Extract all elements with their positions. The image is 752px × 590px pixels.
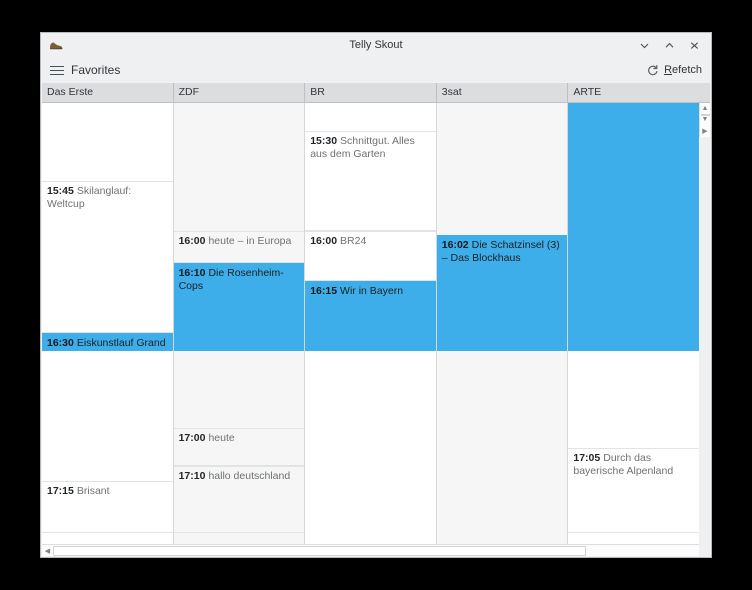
menu-button-label: Favorites (71, 63, 121, 77)
channel-header-br[interactable]: BR (305, 83, 437, 102)
program-time: 17:05 (573, 452, 601, 464)
horizontal-scrollbar[interactable]: ◀ (42, 544, 699, 556)
program-time: 15:45 (47, 185, 74, 197)
application-window: Telly Skout Favorites (40, 32, 712, 558)
scroll-header-spacer (699, 83, 710, 103)
maximize-icon[interactable] (662, 38, 676, 52)
program-title: hallo deutschland (208, 470, 291, 482)
refetch-mnemonic: R (664, 64, 673, 76)
horizontal-scroll-track[interactable] (53, 545, 699, 557)
channel-header-zdf[interactable]: ZDF (174, 83, 306, 102)
program-guide: Das Erste ZDF BR 3sat ARTE 15:45 Skilangl… (42, 83, 710, 556)
program-title: heute (208, 432, 235, 444)
window-title: Telly Skout (349, 39, 403, 51)
program-time: 16:10 (178, 267, 206, 279)
program-item[interactable]: 16:00 BR24 (305, 231, 436, 281)
program-time: 16:00 (178, 235, 206, 247)
hamburger-menu-icon[interactable] (50, 64, 64, 77)
program-item[interactable]: 16:15 Wir in Bayern (305, 281, 436, 351)
program-item[interactable]: 16:10 Die Rosenheim-Cops (173, 263, 305, 351)
program-title: Schnittgut. Alles aus dem Garten (310, 135, 415, 160)
program-title: BR24 (340, 235, 367, 247)
program-time: 16:00 (310, 235, 338, 247)
program-title: Wir in Bayern (340, 285, 404, 297)
title-bar[interactable]: Telly Skout (41, 33, 711, 57)
program-title: Durch das bayerische Alpenland (573, 452, 674, 477)
channel-header-row: Das Erste ZDF BR 3sat ARTE (42, 83, 699, 103)
program-title: Skilanglauf: Weltcup (47, 185, 132, 210)
program-item[interactable]: 17:00 heute (173, 428, 305, 466)
channels-area: Das Erste ZDF BR 3sat ARTE 15:45 Skilangl… (42, 83, 699, 556)
refetch-button-label: Refetch (664, 64, 702, 76)
menu-button[interactable]: Favorites (50, 63, 120, 77)
program-item[interactable]: 16:02 Die Schatzinsel (3) – Das Blockhaus (436, 235, 568, 351)
program-time: 16:02 (441, 239, 469, 251)
refetch-label-rest: efetch (672, 64, 702, 76)
program-item[interactable] (568, 103, 699, 351)
channel-header-das-erste[interactable]: Das Erste (42, 83, 174, 102)
window-controls (637, 38, 707, 52)
main-toolbar: Favorites Refetch (41, 57, 711, 83)
refresh-icon (646, 64, 659, 77)
program-title: Eiskunstlauf Grand Prix (76, 337, 166, 349)
channel-column-3sat: 16:02 Die Schatzinsel (3) – Das Blockhaus (436, 103, 569, 544)
vertical-scrollbar[interactable]: ▲ ▼ (699, 103, 710, 125)
program-item[interactable]: 15:45 Skilanglauf: Weltcup (42, 181, 173, 333)
program-time: 17:10 (178, 470, 206, 482)
channel-column-arte: 17:05 Durch das bayerische Alpenland (568, 103, 699, 544)
program-title: heute – in Europa (208, 235, 292, 247)
guide-body: Das Erste ZDF BR 3sat ARTE 15:45 Skilangl… (42, 83, 710, 556)
program-item[interactable]: 17:10 hallo deutschland (173, 466, 305, 533)
channel-columns: 15:45 Skilanglauf: Weltcup 16:30 Eiskunstla… (42, 103, 699, 544)
channel-column-zdf: 16:00 heute – in Europa 16:10 Die Rosenheim… (173, 103, 306, 544)
scroll-up-arrow[interactable]: ▲ (701, 105, 709, 112)
scroll-left-arrow[interactable]: ◀ (44, 547, 51, 555)
vertical-scroll-thumb[interactable] (700, 114, 710, 116)
scrollbar-corner: ▶ (699, 125, 710, 137)
program-time: 17:15 (47, 485, 74, 497)
program-time: 15:30 (310, 135, 338, 147)
program-item[interactable]: 15:30 Schnittgut. Alles aus dem Garten (305, 131, 436, 231)
program-time: 16:15 (310, 285, 338, 297)
program-item[interactable]: 17:05 Durch das bayerische Alpenland (568, 448, 699, 533)
channel-header-3sat[interactable]: 3sat (437, 83, 569, 102)
program-title: Die Schatzinsel (3) – Das Blockhaus (441, 239, 560, 264)
refetch-button[interactable]: Refetch (646, 64, 702, 77)
program-title: Brisant (76, 485, 110, 497)
program-item[interactable]: 17:15 Brisant (42, 481, 173, 533)
vertical-scroll-column: ▲ ▼ ▶ (699, 83, 710, 556)
channel-column-das-erste: 15:45 Skilanglauf: Weltcup 16:30 Eiskunstla… (42, 103, 174, 544)
channel-column-br: 15:30 Schnittgut. Alles aus dem Garten 16:… (305, 103, 437, 544)
horizontal-scroll-thumb[interactable] (53, 545, 586, 556)
program-item[interactable]: 16:00 heute – in Europa (173, 231, 305, 263)
program-time: 17:00 (178, 432, 206, 444)
channel-header-arte[interactable]: ARTE (573, 86, 602, 98)
minimize-icon[interactable] (637, 38, 651, 52)
close-icon[interactable] (687, 38, 701, 52)
scroll-down-arrow[interactable]: ▼ (701, 116, 709, 123)
program-time: 16:30 (47, 337, 74, 349)
program-title: Die Rosenheim-Cops (178, 267, 284, 292)
boot-icon (47, 36, 65, 54)
